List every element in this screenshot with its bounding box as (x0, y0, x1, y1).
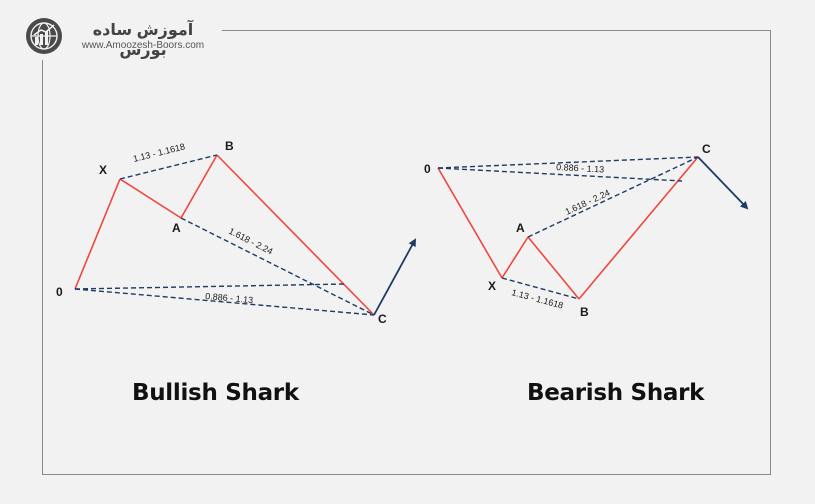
bullish-leg-bc (216, 154, 375, 316)
bearish-ratio-line-ac (527, 156, 699, 238)
bearish-leg-xa (501, 236, 529, 279)
bullish-ratio-line-ox-level (74, 283, 346, 290)
bearish-point-x: X (488, 279, 496, 293)
bearish-leg-ox (437, 167, 503, 279)
brand-url: www.Amoozesh-Boors.com (81, 40, 205, 51)
bullish-point-x: X (99, 163, 107, 177)
bearish-shark-pattern: 0 X A B C 1.13 - 1.1618 1.618 - 2.24 0.8… (424, 142, 749, 319)
bearish-ratio-ac: 1.618 - 2.24 (564, 187, 612, 216)
bearish-ratio-oc: 0.886 - 1.13 (556, 162, 605, 175)
bullish-ratio-line-ac (180, 217, 375, 316)
bearish-direction-arrow (697, 156, 749, 210)
bullish-ratio-ac: 1.618 - 2.24 (227, 226, 274, 257)
bearish-point-o: 0 (424, 162, 431, 176)
bullish-ratio-line-oc (74, 288, 375, 316)
brand-name: آموزش ساده بورس (92, 22, 194, 59)
bearish-ratio-line-ox-level (437, 167, 683, 182)
bearish-shark-title: Bearish Shark (527, 380, 705, 406)
brand-header: آموزش ساده بورس www.Amoozesh-Boors.com (22, 14, 222, 60)
bullish-ratio-line-xb (119, 154, 218, 180)
bullish-direction-arrow (373, 238, 416, 316)
bearish-ratio-line-oc (437, 156, 699, 169)
bullish-shark-title: Bullish Shark (132, 380, 299, 406)
bullish-shark-pattern: 0 X A B C 1.13 - 1.1618 1.618 - 2.24 0.8… (56, 139, 416, 326)
diagram-frame (42, 30, 771, 475)
bullish-leg-ab (180, 154, 218, 219)
bullish-ratio-xb: 1.13 - 1.1618 (132, 141, 186, 164)
bearish-leg-ab (527, 236, 580, 300)
bullish-leg-ox (74, 178, 121, 290)
bullish-point-o: 0 (56, 285, 63, 299)
bullish-point-b: B (225, 139, 234, 153)
bearish-ratio-line-xb (501, 277, 580, 300)
bearish-point-a: A (516, 221, 525, 235)
bullish-ratio-oc: 0.886 - 1.13 (205, 291, 254, 305)
bearish-ratio-xb: 1.13 - 1.1618 (510, 287, 564, 310)
bearish-point-b: B (580, 305, 589, 319)
bullish-leg-xa (119, 178, 182, 219)
bullish-point-a: A (172, 221, 181, 235)
bullish-point-c: C (378, 312, 387, 326)
chart-globe-icon (26, 18, 62, 54)
bearish-point-c: C (702, 142, 711, 156)
